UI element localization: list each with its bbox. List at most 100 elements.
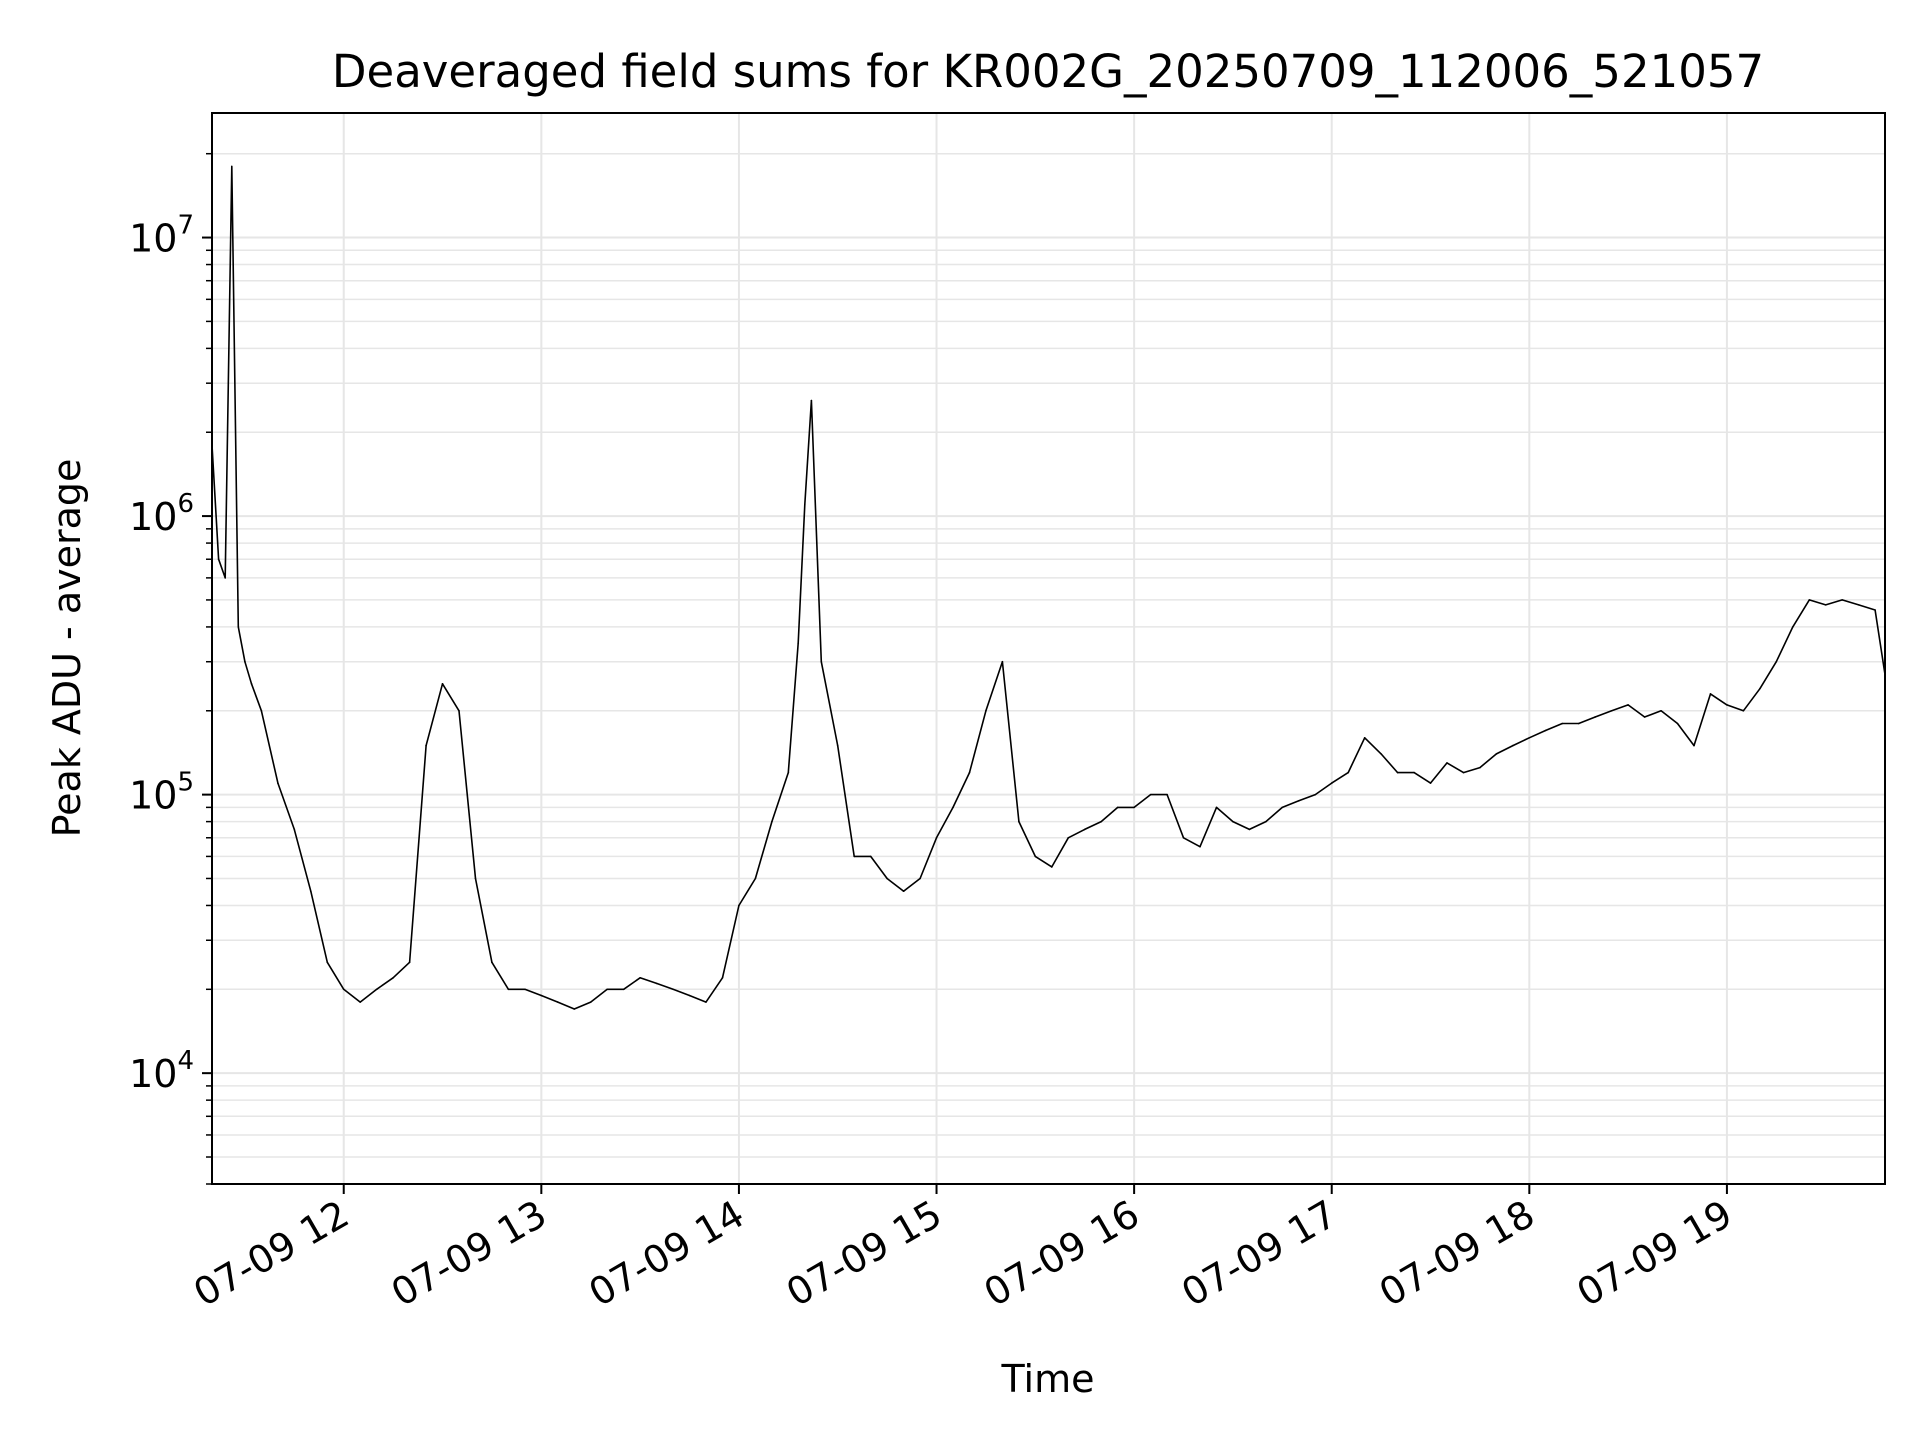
data-point — [1660, 709, 1662, 712]
data-point — [771, 820, 773, 823]
data-point — [1314, 793, 1317, 796]
data-point — [1824, 604, 1827, 606]
data-point — [919, 877, 921, 880]
data-point — [1330, 782, 1333, 784]
x-axis-label: Time — [1001, 1357, 1095, 1401]
data-point — [1544, 729, 1547, 732]
data-point — [1149, 793, 1152, 796]
data-point — [787, 771, 790, 774]
data-point — [836, 744, 839, 747]
y-tick-label: 106 — [129, 489, 194, 539]
data-point — [1067, 836, 1070, 839]
data-point — [1594, 716, 1596, 718]
data-point — [1347, 771, 1349, 774]
y-axis-label: Peak ADU - average — [45, 459, 89, 838]
data-point — [359, 1001, 361, 1003]
data-point — [1857, 604, 1860, 606]
data-point — [441, 682, 444, 685]
data-point — [408, 961, 411, 964]
data-point — [1050, 866, 1053, 868]
data-point — [1248, 828, 1251, 831]
data-point — [1429, 782, 1432, 784]
data-point — [1446, 762, 1448, 764]
data-point — [524, 988, 526, 991]
data-point — [1577, 722, 1580, 725]
data-point — [935, 836, 938, 839]
data-point — [902, 890, 905, 893]
plot-area — [212, 165, 1885, 1010]
data-point — [853, 855, 855, 858]
data-point — [705, 1001, 707, 1003]
data-point — [250, 682, 253, 685]
y-tick-label: 107 — [129, 211, 194, 261]
y-tick-label: 104 — [129, 1046, 194, 1096]
data-point — [224, 577, 226, 579]
data-point — [1643, 716, 1646, 718]
data-point — [1610, 709, 1613, 712]
data-point — [820, 660, 823, 663]
data-point — [392, 976, 394, 979]
data-point — [375, 988, 378, 991]
data-point — [688, 994, 691, 997]
data-point — [589, 1001, 592, 1003]
data-point — [1116, 806, 1119, 809]
data-point — [1676, 722, 1679, 725]
data-point — [803, 503, 806, 506]
data-point — [738, 904, 740, 907]
data-point — [1561, 722, 1564, 725]
data-point — [573, 1008, 576, 1010]
data-point — [1512, 744, 1514, 747]
data-point — [1462, 771, 1465, 774]
data-point — [1693, 744, 1695, 747]
data-point — [1709, 693, 1712, 695]
data-point — [1265, 820, 1267, 823]
data-point — [797, 642, 800, 644]
data-point — [237, 626, 240, 628]
data-point — [293, 828, 296, 831]
data-point — [1841, 599, 1843, 601]
data-point — [810, 399, 813, 402]
data-point — [540, 994, 543, 997]
data-point — [1808, 599, 1811, 601]
data-point — [1215, 806, 1218, 809]
data-point — [1018, 820, 1020, 823]
data-point — [1775, 660, 1778, 663]
data-point — [342, 988, 345, 991]
data-point — [1874, 609, 1876, 611]
data-point — [1726, 704, 1728, 706]
data-point — [721, 976, 724, 979]
data-point — [230, 165, 233, 168]
data-point — [886, 877, 888, 880]
data-point — [606, 988, 608, 991]
data-point — [1380, 753, 1382, 755]
data-point — [1528, 736, 1531, 739]
data-point — [869, 855, 872, 858]
data-point — [217, 558, 220, 561]
data-point — [1363, 736, 1366, 739]
data-point — [244, 660, 246, 663]
data-point — [952, 806, 954, 809]
data-point — [1627, 704, 1629, 706]
data-point — [309, 890, 312, 893]
data-point — [985, 709, 987, 712]
data-point — [1281, 806, 1284, 809]
data-point — [1742, 709, 1745, 712]
data-point — [556, 1001, 559, 1003]
data-point — [639, 976, 641, 979]
data-point — [1413, 771, 1415, 774]
y-tick-label: 105 — [129, 768, 194, 818]
data-point — [968, 771, 971, 774]
data-point — [277, 782, 279, 784]
y-axis: 104 105 106 107 — [129, 152, 212, 1185]
chart-title: Deaveraged field sums for KR002G_2025070… — [332, 45, 1764, 98]
data-point — [491, 961, 493, 964]
data-point — [672, 988, 674, 991]
data-point — [1001, 660, 1004, 663]
data-point — [326, 961, 329, 964]
data-point — [1133, 806, 1135, 809]
data-point — [1182, 836, 1185, 839]
data-point — [1034, 855, 1037, 858]
data-point — [1083, 828, 1086, 831]
